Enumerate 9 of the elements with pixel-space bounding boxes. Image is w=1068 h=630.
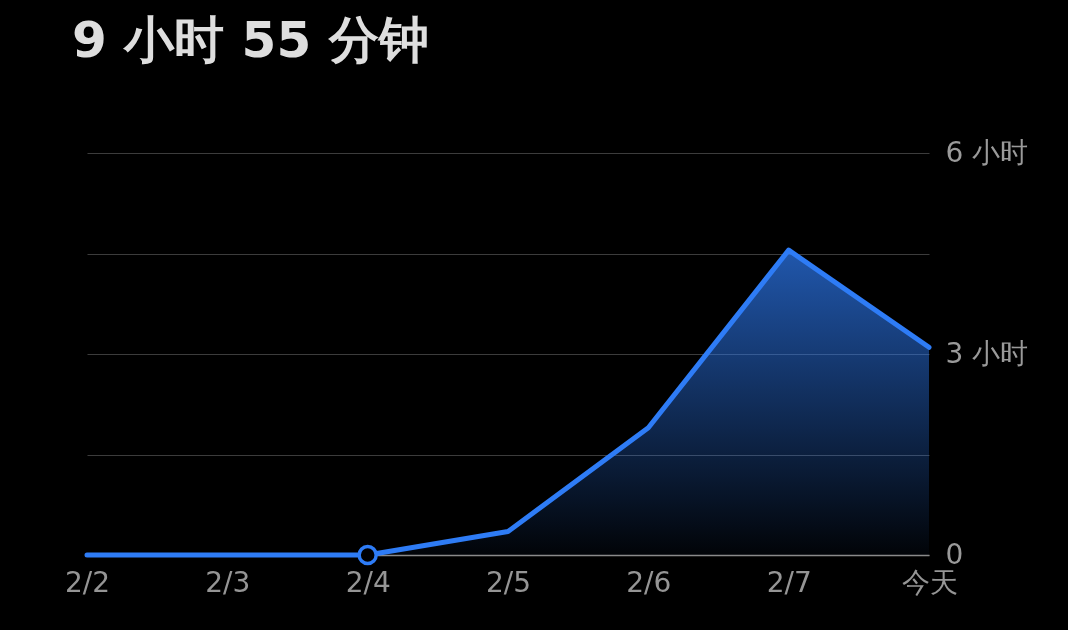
y-tick-label: 6 小时 bbox=[945, 135, 1029, 169]
x-tick-label: 2/3 bbox=[205, 565, 251, 599]
y-tick-label: 3 小时 bbox=[945, 336, 1029, 370]
x-tick-label: 2/2 bbox=[64, 565, 111, 599]
chart-title: 9 小时 55 分钟 bbox=[72, 11, 429, 69]
x-tick-label: 2/4 bbox=[345, 565, 391, 599]
x-tick-label: 2/6 bbox=[626, 565, 672, 599]
x-tick-label: 2/7 bbox=[766, 565, 812, 599]
x-tick-label: 2/5 bbox=[485, 565, 532, 599]
